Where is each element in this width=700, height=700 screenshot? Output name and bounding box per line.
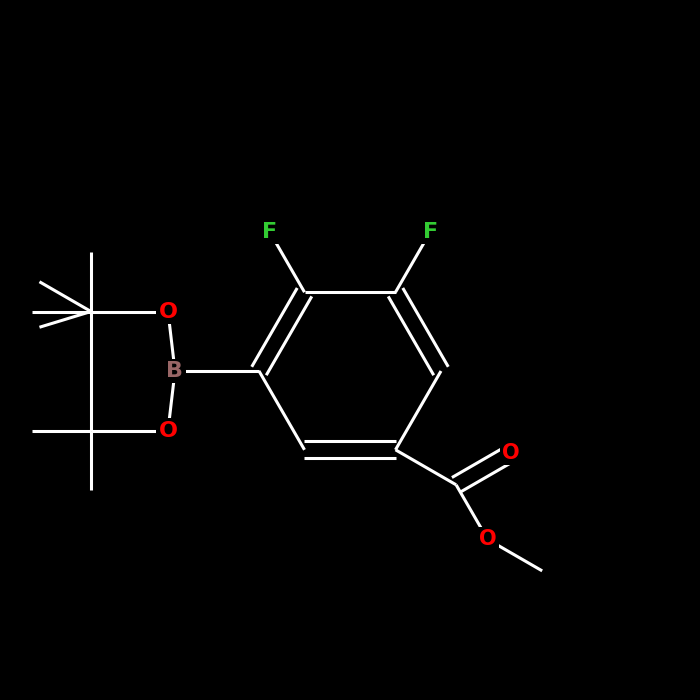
Text: O: O bbox=[502, 443, 519, 463]
Text: O: O bbox=[479, 529, 496, 550]
Text: O: O bbox=[158, 421, 178, 440]
Text: F: F bbox=[423, 222, 438, 242]
Text: F: F bbox=[262, 222, 277, 242]
Text: O: O bbox=[158, 302, 178, 321]
Text: B: B bbox=[167, 361, 183, 381]
